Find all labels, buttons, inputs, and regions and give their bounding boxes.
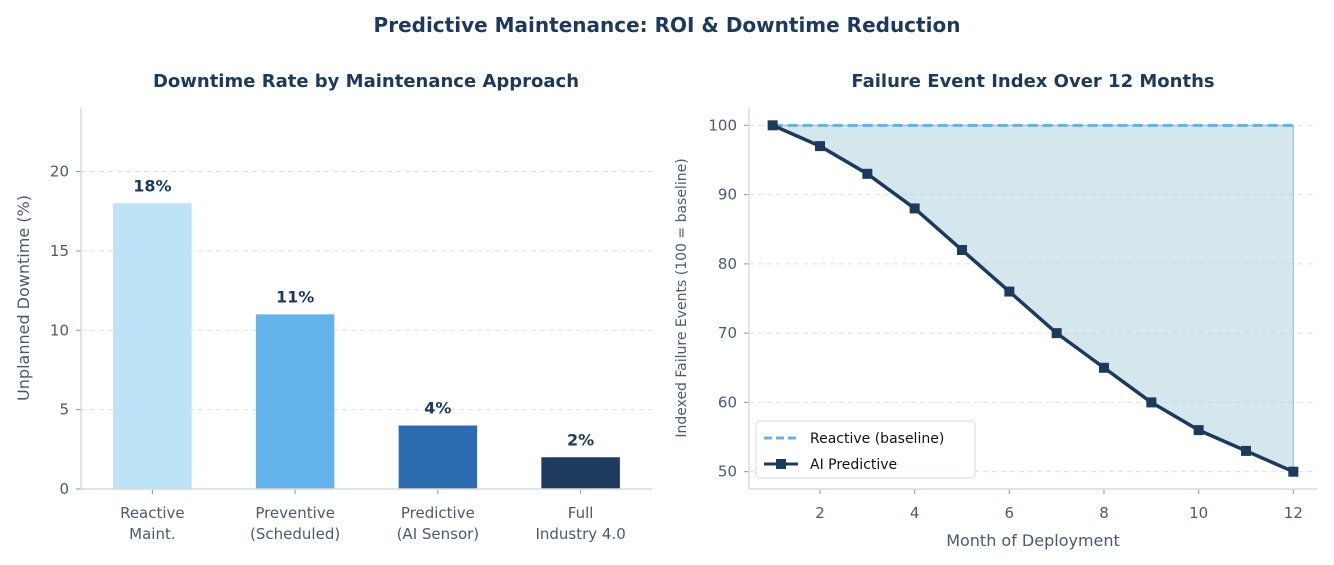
bar-x-tick-label: Predictive <box>401 504 475 522</box>
series-point-ai-predictive <box>1051 328 1062 339</box>
legend-label-reactive: Reactive (baseline) <box>810 431 944 447</box>
line-x-tick-label: 2 <box>815 504 825 522</box>
bar-chart-y-label: Unplanned Downtime (%) <box>14 195 33 401</box>
bar <box>113 203 192 489</box>
series-point-ai-predictive <box>862 168 873 179</box>
line-chart-y-label: Indexed Failure Events (100 = baseline) <box>674 158 690 437</box>
line-y-tick-label: 50 <box>718 463 737 481</box>
series-point-ai-predictive <box>1099 362 1109 373</box>
legend-marker-ai-predictive <box>776 459 786 469</box>
bar-x-tick-label: Preventive <box>255 504 335 522</box>
series-point-ai-predictive <box>1193 425 1204 436</box>
series-point-ai-predictive <box>957 245 967 256</box>
bar-x-tick-label: Industry 4.0 <box>535 525 625 543</box>
bar-y-tick-label: 10 <box>50 321 69 339</box>
figure-title: Predictive Maintenance: ROI & Downtime R… <box>374 13 961 37</box>
bar-data-label: 11% <box>276 287 314 306</box>
line-chart-x-ticks: 2 4 6 8 10 12 <box>815 489 1303 522</box>
series-point-ai-predictive <box>767 120 778 131</box>
bar <box>255 314 335 489</box>
bar-data-label: 2% <box>567 430 594 449</box>
bar-y-tick-label: 15 <box>50 242 69 260</box>
line-chart-legend: Reactive (baseline) AI Predictive <box>755 420 976 479</box>
line-x-tick-label: 6 <box>1005 504 1015 522</box>
series-point-ai-predictive <box>909 203 920 214</box>
line-chart-x-label: Month of Deployment <box>946 531 1120 550</box>
line-x-tick-label: 12 <box>1284 504 1303 522</box>
line-y-tick-label: 60 <box>718 393 737 411</box>
legend-box <box>755 420 976 479</box>
line-chart-fill-between <box>772 124 1294 473</box>
bar-data-label: 18% <box>133 176 171 195</box>
bar-y-tick-label: 0 <box>59 480 69 498</box>
line-y-tick-label: 100 <box>708 116 737 134</box>
bar-y-tick-label: 5 <box>59 401 69 419</box>
bar-x-tick-label: Reactive <box>120 504 185 522</box>
series-point-ai-predictive <box>1146 397 1157 408</box>
line-chart-y-ticks: 50 60 70 80 90 100 <box>708 116 749 481</box>
bar-x-tick-label: Maint. <box>129 525 175 543</box>
line-chart-series <box>767 120 1299 477</box>
line-y-tick-label: 80 <box>718 255 737 273</box>
series-point-ai-predictive <box>1241 445 1251 456</box>
bar-data-label: 4% <box>424 399 451 418</box>
bar-y-tick-label: 20 <box>50 163 69 181</box>
line-y-tick-label: 90 <box>718 186 737 204</box>
line-x-tick-label: 4 <box>910 504 920 522</box>
series-point-ai-predictive <box>1288 466 1299 477</box>
bar-chart-x-ticks: Reactive Maint. Preventive (Scheduled) Predi… <box>120 489 626 543</box>
line-x-tick-label: 10 <box>1189 504 1208 522</box>
line-x-tick-label: 8 <box>1099 504 1109 522</box>
line-chart-title: Failure Event Index Over 12 Months <box>851 71 1214 92</box>
bar <box>541 457 620 489</box>
legend-label-ai-predictive: AI Predictive <box>810 457 897 473</box>
bar-chart-data-labels: 18% 11% 4% 2% <box>133 176 594 449</box>
bar-x-tick-label: (AI Sensor) <box>397 525 480 543</box>
bar-chart-bars <box>113 203 620 489</box>
bar-x-tick-label: (Scheduled) <box>250 525 340 543</box>
bar-chart-panel: Downtime Rate by Maintenance Approach 0 5… <box>14 71 652 543</box>
line-chart-panel: Failure Event Index Over 12 Months 50 60 7… <box>674 71 1317 550</box>
bar <box>398 425 478 489</box>
fill-between-area <box>772 124 1294 473</box>
line-y-tick-label: 70 <box>718 324 737 342</box>
bar-chart-title: Downtime Rate by Maintenance Approach <box>153 71 579 92</box>
series-point-ai-predictive <box>815 141 825 152</box>
series-line-ai-predictive <box>771 123 1295 474</box>
series-point-ai-predictive <box>1004 286 1015 297</box>
bar-x-tick-label: Full <box>568 504 594 522</box>
bar-chart-y-ticks: 0 5 10 15 20 <box>50 163 81 498</box>
